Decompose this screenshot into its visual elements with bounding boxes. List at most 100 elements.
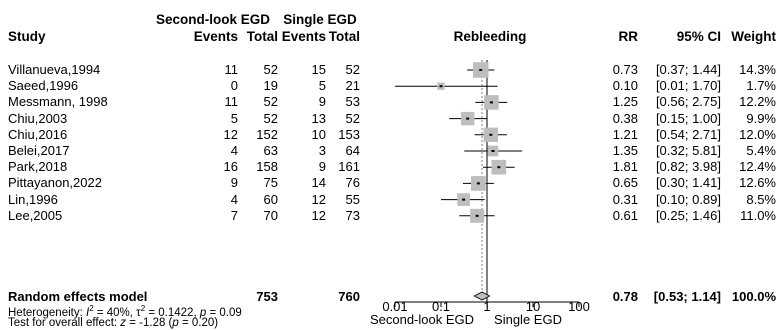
rr-value: 1.25 [612,94,638,110]
summary-label: Random effects model [8,289,148,304]
rr-value: 0.61 [612,207,638,223]
study-name: Chiu,2016 [8,126,68,142]
ci-value: [0.30; 1.41] [655,175,721,191]
study-name: Messmann, 1998 [8,94,108,110]
study-name: Pittayanon,2022 [8,175,102,191]
summary-rr: 0.78 [612,289,638,304]
ci-value: [0.54; 2.71] [655,126,721,142]
total-2: 73 [345,207,360,223]
events-2: 9 [318,159,326,175]
x-tick-label: 10 [525,299,541,314]
events-2: 9 [318,94,326,110]
total-1: 63 [263,143,278,158]
heterogeneity-text: Heterogeneity: I2 = 40%, τ2 = 0.1422, p … [8,304,242,319]
events-1: 0 [230,78,238,94]
x-tick-label: 0.1 [431,299,451,314]
rr-value: 0.65 [612,175,638,191]
ci-value: [0.82; 3.98] [655,159,721,175]
total-1: 60 [263,191,278,207]
total-2: 55 [345,191,360,207]
events-1: 11 [224,62,239,77]
ci-value: [0.01; 1.70] [655,78,721,94]
weight-value: 5.4% [746,143,776,158]
rr-value: 1.35 [612,143,638,158]
rr-value: 1.21 [612,126,638,142]
events-2: 14 [311,175,326,191]
study-name: Chiu,2003 [8,110,68,126]
ci-value: [0.56; 2.75] [655,94,721,110]
events-2: 15 [311,62,326,77]
summary-ci: [0.53; 1.14] [653,289,721,304]
weight-value: 1.7% [746,78,776,94]
weight-value: 11.0% [740,207,776,223]
ci-value: [0.32; 5.81] [655,143,721,158]
total-2: 153 [338,126,360,142]
header-group2: Single EGD [283,12,357,27]
axis-label-right: Single EGD [494,312,562,327]
header-group1: Second-look EGD [155,12,270,27]
events-2: 13 [311,110,326,126]
ci-value: [0.25; 1.46] [655,207,721,223]
summary-total-2: 760 [338,289,360,304]
total-2: 52 [345,62,360,77]
ci-value: [0.37; 1.44] [655,62,721,77]
weight-value: 9.9% [746,110,776,126]
total-1: 152 [256,126,278,142]
study-name: Belei,2017 [8,143,70,158]
events-2: 5 [318,78,326,94]
total-2: 53 [345,94,360,110]
rr-value: 1.81 [612,159,638,175]
events-1: 9 [230,175,238,191]
header-total-1: Total [246,29,278,44]
ci-value: [0.10; 0.89] [655,191,721,207]
events-1: 4 [230,143,238,158]
total-1: 158 [256,159,278,175]
events-2: 10 [311,126,326,142]
total-1: 75 [263,175,278,191]
events-1: 7 [230,207,238,223]
rr-value: 0.10 [612,78,638,94]
rr-value: 0.38 [612,110,638,126]
study-name: Lee,2005 [8,207,63,223]
weight-value: 12.4% [739,159,776,175]
rr-value: 0.73 [612,62,638,77]
total-2: 52 [345,110,360,126]
header-rr: RR [618,29,639,44]
total-1: 52 [263,62,278,77]
events-1: 12 [223,126,238,142]
total-1: 19 [263,78,278,94]
events-1: 16 [223,159,238,175]
axis-label-left: Second-look EGD [369,312,475,327]
overall-test-text: Test for overall effect: z = -1.28 (p = … [8,317,219,329]
total-2: 161 [338,159,360,175]
total-1: 52 [263,94,278,110]
header-ci: 95% CI [676,29,721,44]
weight-value: 12.2% [739,94,776,110]
study-name: Villanueva,1994 [8,62,101,77]
header-outcome: Rebleeding [453,29,527,44]
rr-value: 0.31 [612,191,638,207]
total-2: 76 [345,175,360,191]
weight-value: 8.5% [746,191,776,207]
total-1: 52 [263,110,278,126]
study-name: Saeed,1996 [8,78,79,94]
events-2: 3 [318,143,326,158]
x-tick-label: 100 [568,299,590,314]
events-1: 4 [230,191,238,207]
total-1: 70 [263,207,278,223]
header-events-1: Events [193,29,238,44]
weight-value: 12.0% [739,126,776,142]
total-2: 64 [345,143,360,158]
summary-weight: 100.0% [731,289,776,304]
weight-value: 14.3% [739,62,776,77]
header-study: Study [8,29,46,44]
events-2: 12 [311,191,326,207]
study-name: Lin,1996 [8,191,58,207]
ci-value: [0.15; 1.00] [655,110,721,126]
x-tick-label: 0.01 [382,299,408,314]
header-total-2: Total [328,29,360,44]
events-1: 5 [230,110,238,126]
header-events-2: Events [281,29,326,44]
summary-total-1: 753 [256,289,278,304]
